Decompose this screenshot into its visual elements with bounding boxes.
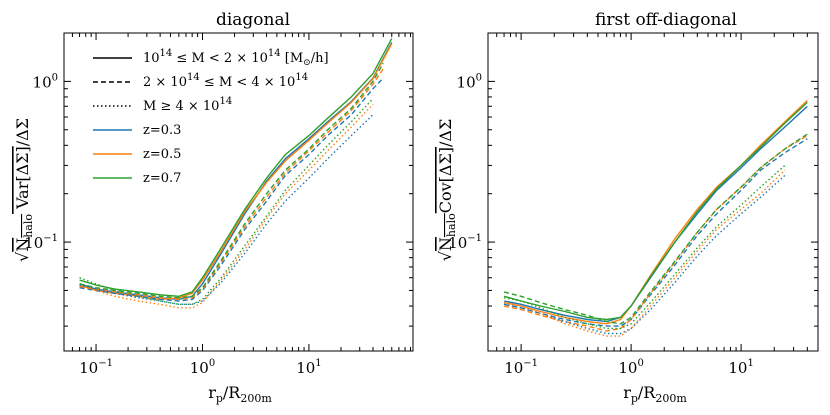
series-line-high-z07	[503, 164, 786, 330]
y-tick-label: 10−1	[24, 233, 58, 252]
series-line-mid-z05	[79, 68, 384, 301]
svg-text:M ≥ 4 × 1014: M ≥ 4 × 1014	[143, 96, 232, 114]
legend-entry-z07: z=0.7	[93, 171, 181, 186]
x-axis-label-first-off-diagonal: rp/R200m	[623, 383, 687, 405]
x-tick-label: 101	[296, 358, 321, 377]
legend-entry-mass-low: 1014 ≤ M < 2 × 1014 [M⊙/h]	[93, 48, 329, 68]
legend-entry-mass-high: M ≥ 4 × 1014	[93, 96, 232, 114]
svg-text:z=0.7: z=0.7	[143, 171, 181, 186]
panel-title-diagonal: diagonal	[216, 10, 290, 30]
series-line-mid-z05	[503, 134, 808, 332]
y-axis-label-diagonal: √Nhalo Var[ΔΣ]/ΔΣ	[13, 118, 35, 262]
series-line-mid-z03	[503, 138, 808, 327]
y-tick-label: 100	[33, 72, 58, 91]
svg-text:z=0.5: z=0.5	[143, 147, 181, 162]
series-line-low-z07	[79, 38, 393, 298]
x-tick-label: 100	[618, 358, 643, 377]
axes-frame-diagonal	[63, 32, 414, 352]
svg-text:√Nhalo Var[ΔΣ]/ΔΣ: √Nhalo Var[ΔΣ]/ΔΣ	[13, 118, 35, 262]
series-line-high-z03	[79, 114, 374, 305]
series-line-high-z05	[79, 103, 374, 309]
series-layer-first-off-diagonal	[503, 99, 808, 337]
x-tick-label: 101	[728, 358, 753, 377]
axes-frame-first-off-diagonal	[487, 32, 819, 352]
series-line-low-z05	[503, 99, 808, 325]
panel-diagonal: diagonal 10−1 100 101 10−1 100 √Nhalo Var[ΔΣ…	[13, 10, 414, 405]
svg-text:√NhaloCov[ΔΣ]/ΔΣ: √NhaloCov[ΔΣ]/ΔΣ	[436, 119, 458, 262]
x-tick-label: 10−1	[504, 358, 538, 377]
series-layer-diagonal	[79, 38, 393, 309]
panel-title-first-off-diagonal: first off-diagonal	[595, 10, 737, 30]
x-tick-label: 10−1	[79, 358, 113, 377]
series-line-low-z07	[503, 101, 808, 321]
series-line-mid-z03	[79, 77, 384, 302]
legend: 1014 ≤ M < 2 × 1014 [M⊙/h] 2 × 1014 ≤ M …	[93, 48, 329, 186]
series-line-mid-z07	[79, 62, 384, 299]
series-line-high-z03	[503, 174, 786, 335]
panel-first-off-diagonal: first off-diagonal 10−1 100 101 10−1 100 √Nh…	[436, 10, 819, 405]
tick-layer-diagonal: 10−1 100 101 10−1 100	[24, 32, 413, 377]
tick-layer-first-off-diagonal: 10−1 100 101 10−1 100	[448, 32, 819, 377]
x-axis-label-diagonal: rp/R200m	[208, 383, 272, 405]
legend-entry-mass-mid: 2 × 1014 ≤ M < 4 × 1014	[93, 72, 308, 90]
series-line-high-z07	[79, 98, 374, 305]
svg-text:1014 ≤ M < 2 × 1014 [M⊙/h]: 1014 ≤ M < 2 × 1014 [M⊙/h]	[143, 48, 329, 68]
legend-entry-z03: z=0.3	[93, 123, 181, 138]
svg-text:2 × 1014 ≤ M < 4 × 1014: 2 × 1014 ≤ M < 4 × 1014	[143, 72, 308, 90]
svg-text:z=0.3: z=0.3	[143, 123, 181, 138]
legend-entry-z05: z=0.5	[93, 147, 181, 162]
series-line-mid-z07	[503, 133, 808, 325]
y-tick-label: 10−1	[448, 233, 482, 252]
y-axis-label-first-off-diagonal: √NhaloCov[ΔΣ]/ΔΣ	[436, 119, 458, 262]
x-tick-label: 100	[190, 358, 215, 377]
y-tick-label: 100	[457, 72, 482, 91]
